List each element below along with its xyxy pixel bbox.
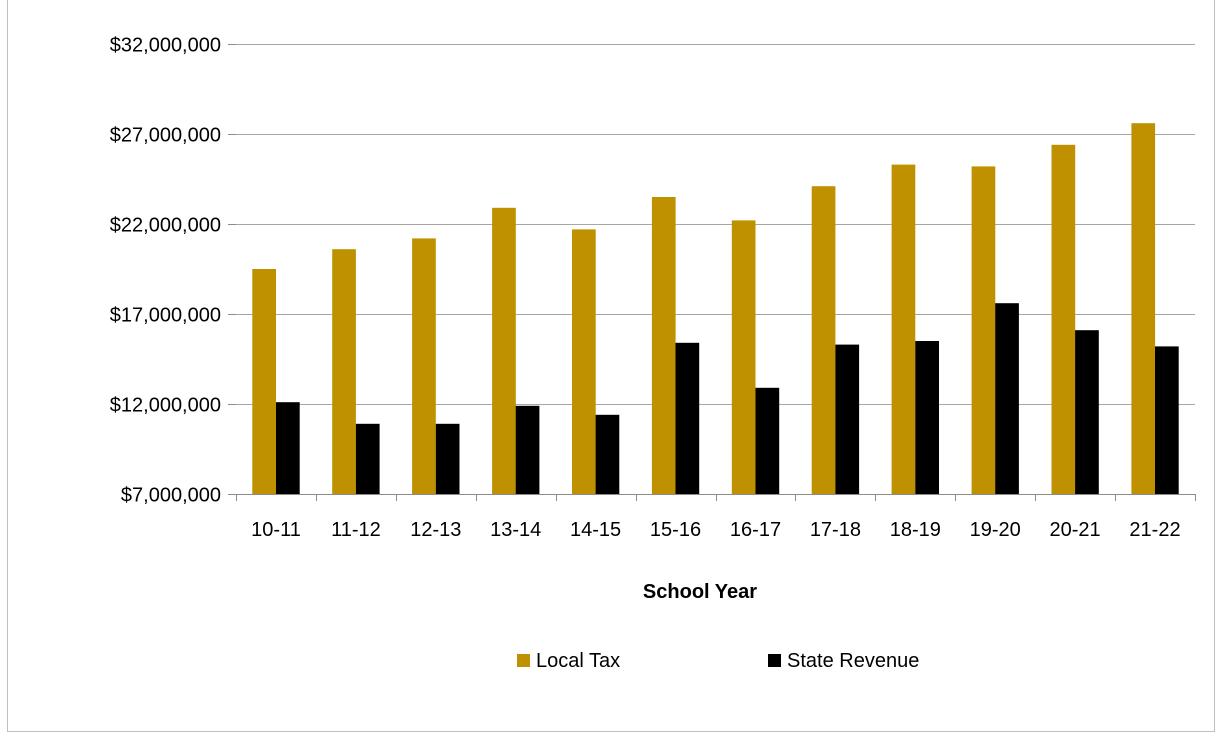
legend-swatch — [768, 654, 781, 667]
y-tick-label: $17,000,000 — [110, 305, 221, 327]
bar-state-revenue — [835, 344, 860, 494]
x-tick-label: 17-18 — [810, 519, 861, 541]
bar-local-tax — [1131, 123, 1156, 494]
x-tick-label: 15-16 — [650, 519, 701, 541]
legend: Local Tax State Revenue — [517, 650, 919, 672]
bar-local-tax — [252, 269, 276, 494]
bar-state-revenue — [515, 405, 540, 494]
x-tick-label: 10-11 — [251, 519, 301, 541]
x-tick-label: 18-19 — [890, 519, 941, 541]
legend-label: State Revenue — [787, 650, 919, 672]
x-tick-label: 19-20 — [970, 519, 1021, 541]
bar-local-tax — [332, 249, 356, 494]
x-tick-label: 12-13 — [410, 519, 461, 541]
bar-local-tax — [891, 164, 916, 494]
bar-state-revenue — [1075, 330, 1099, 494]
bar-local-tax — [731, 220, 756, 494]
bar-state-revenue — [1155, 346, 1179, 494]
bar-state-revenue — [276, 402, 300, 494]
y-axis-tick-labels: $7,000,000 $12,000,000 $17,000,000 $22,000,… — [110, 35, 221, 507]
bar-local-tax — [811, 186, 836, 494]
x-axis-title: School Year — [643, 581, 757, 603]
x-tick-label: 16-17 — [730, 519, 781, 541]
x-tick-label: 13-14 — [490, 519, 541, 541]
bar-local-tax — [492, 207, 516, 495]
bar-state-revenue — [355, 423, 380, 494]
bar-state-revenue — [995, 303, 1019, 494]
bar-local-tax — [572, 229, 596, 494]
bar-local-tax — [1051, 144, 1076, 495]
x-tick-label: 20-21 — [1050, 519, 1101, 541]
y-tick-label: $27,000,000 — [110, 125, 221, 147]
y-tick-label: $22,000,000 — [110, 215, 221, 237]
bar-state-revenue — [435, 423, 460, 494]
gridlines — [228, 44, 1195, 495]
legend-swatch — [517, 654, 530, 667]
bar-state-revenue — [675, 342, 700, 494]
x-axis — [236, 494, 1196, 501]
legend-label: Local Tax — [536, 650, 620, 672]
x-axis-tick-labels: 10-11 11-12 12-13 13-14 14-15 15-16 16-17 17-18… — [251, 519, 1180, 541]
bar-state-revenue — [595, 414, 620, 494]
x-tick-label: 11-12 — [331, 519, 381, 541]
bars — [252, 123, 1179, 495]
y-tick-label: $12,000,000 — [110, 395, 221, 417]
bar-local-tax — [651, 197, 676, 494]
x-tick-label: 14-15 — [570, 519, 621, 541]
bar-state-revenue — [755, 387, 780, 494]
y-tick-label: $32,000,000 — [110, 35, 221, 57]
y-tick-label: $7,000,000 — [121, 485, 221, 507]
x-tick-label: 21-22 — [1129, 519, 1180, 541]
bar-local-tax — [971, 166, 996, 494]
bar-state-revenue — [915, 341, 939, 494]
bar-local-tax — [412, 238, 436, 494]
